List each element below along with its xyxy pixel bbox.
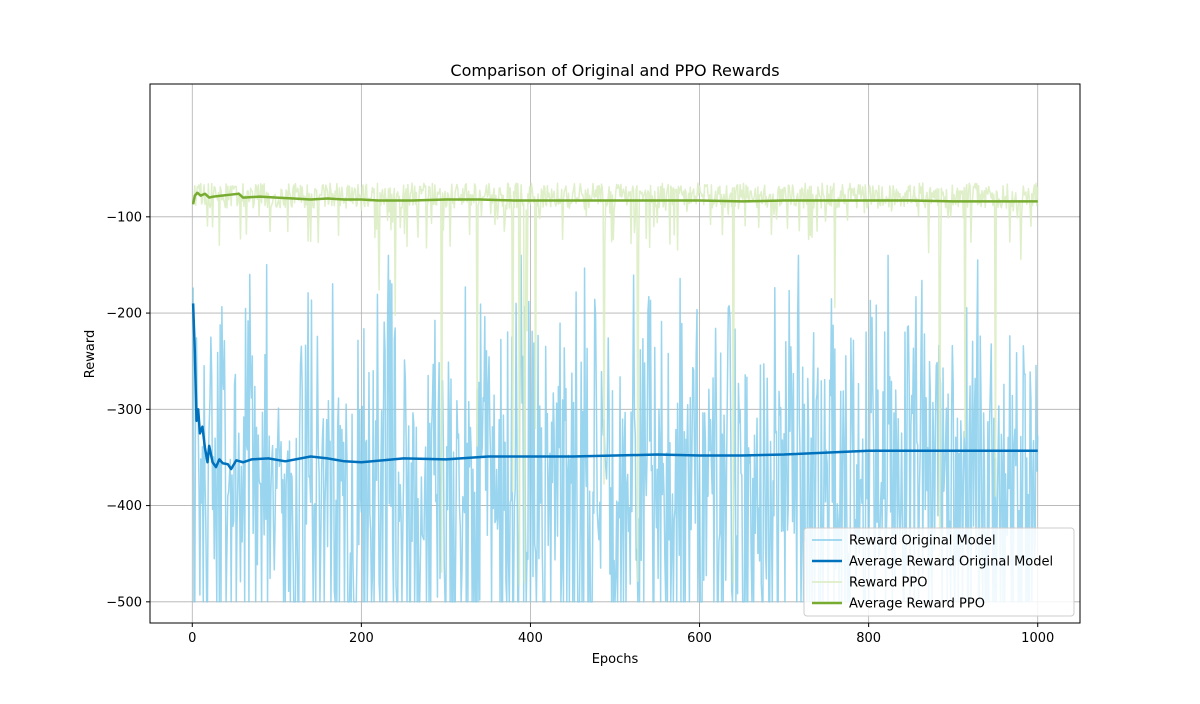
y-axis-label: Reward: [83, 330, 98, 378]
legend-label: Reward PPO: [849, 576, 927, 591]
axis-ticks: 0 200 400 600 800 1000 −500 −400 −300 −200 −100: [106, 210, 1054, 646]
legend-label: Average Reward Original Model: [849, 555, 1053, 570]
plot-frame: [149, 83, 1081, 624]
legend-box: [803, 527, 1075, 617]
legend-label: Reward Original Model: [849, 534, 996, 549]
x-tick-label: 1000: [1021, 631, 1054, 646]
series-line-reward-original-model: [192, 254, 1039, 603]
x-tick-label: 800: [856, 631, 881, 646]
y-tick-label: −300: [106, 403, 142, 418]
series-line-reward-ppo: [192, 182, 1039, 586]
x-tick-label: 0: [188, 631, 196, 646]
y-tick-label: −500: [106, 595, 142, 610]
y-tick-label: −400: [106, 499, 142, 514]
x-tick-label: 400: [518, 631, 543, 646]
y-tick-label: −200: [106, 307, 142, 322]
series-line-average-reward-original-model: [191, 303, 1038, 471]
chart-title: Comparison of Original and PPO Rewards: [450, 61, 779, 80]
y-tick-label: −100: [106, 210, 142, 225]
x-tick-label: 200: [349, 631, 374, 646]
series-layer: [191, 182, 1039, 603]
x-tick-label: 600: [687, 631, 712, 646]
x-axis-label: Epochs: [592, 652, 639, 667]
legend: Reward Original Model Average Reward Orig…: [803, 527, 1075, 617]
series-line-average-reward-ppo: [191, 191, 1038, 205]
legend-label: Average Reward PPO: [849, 597, 985, 612]
